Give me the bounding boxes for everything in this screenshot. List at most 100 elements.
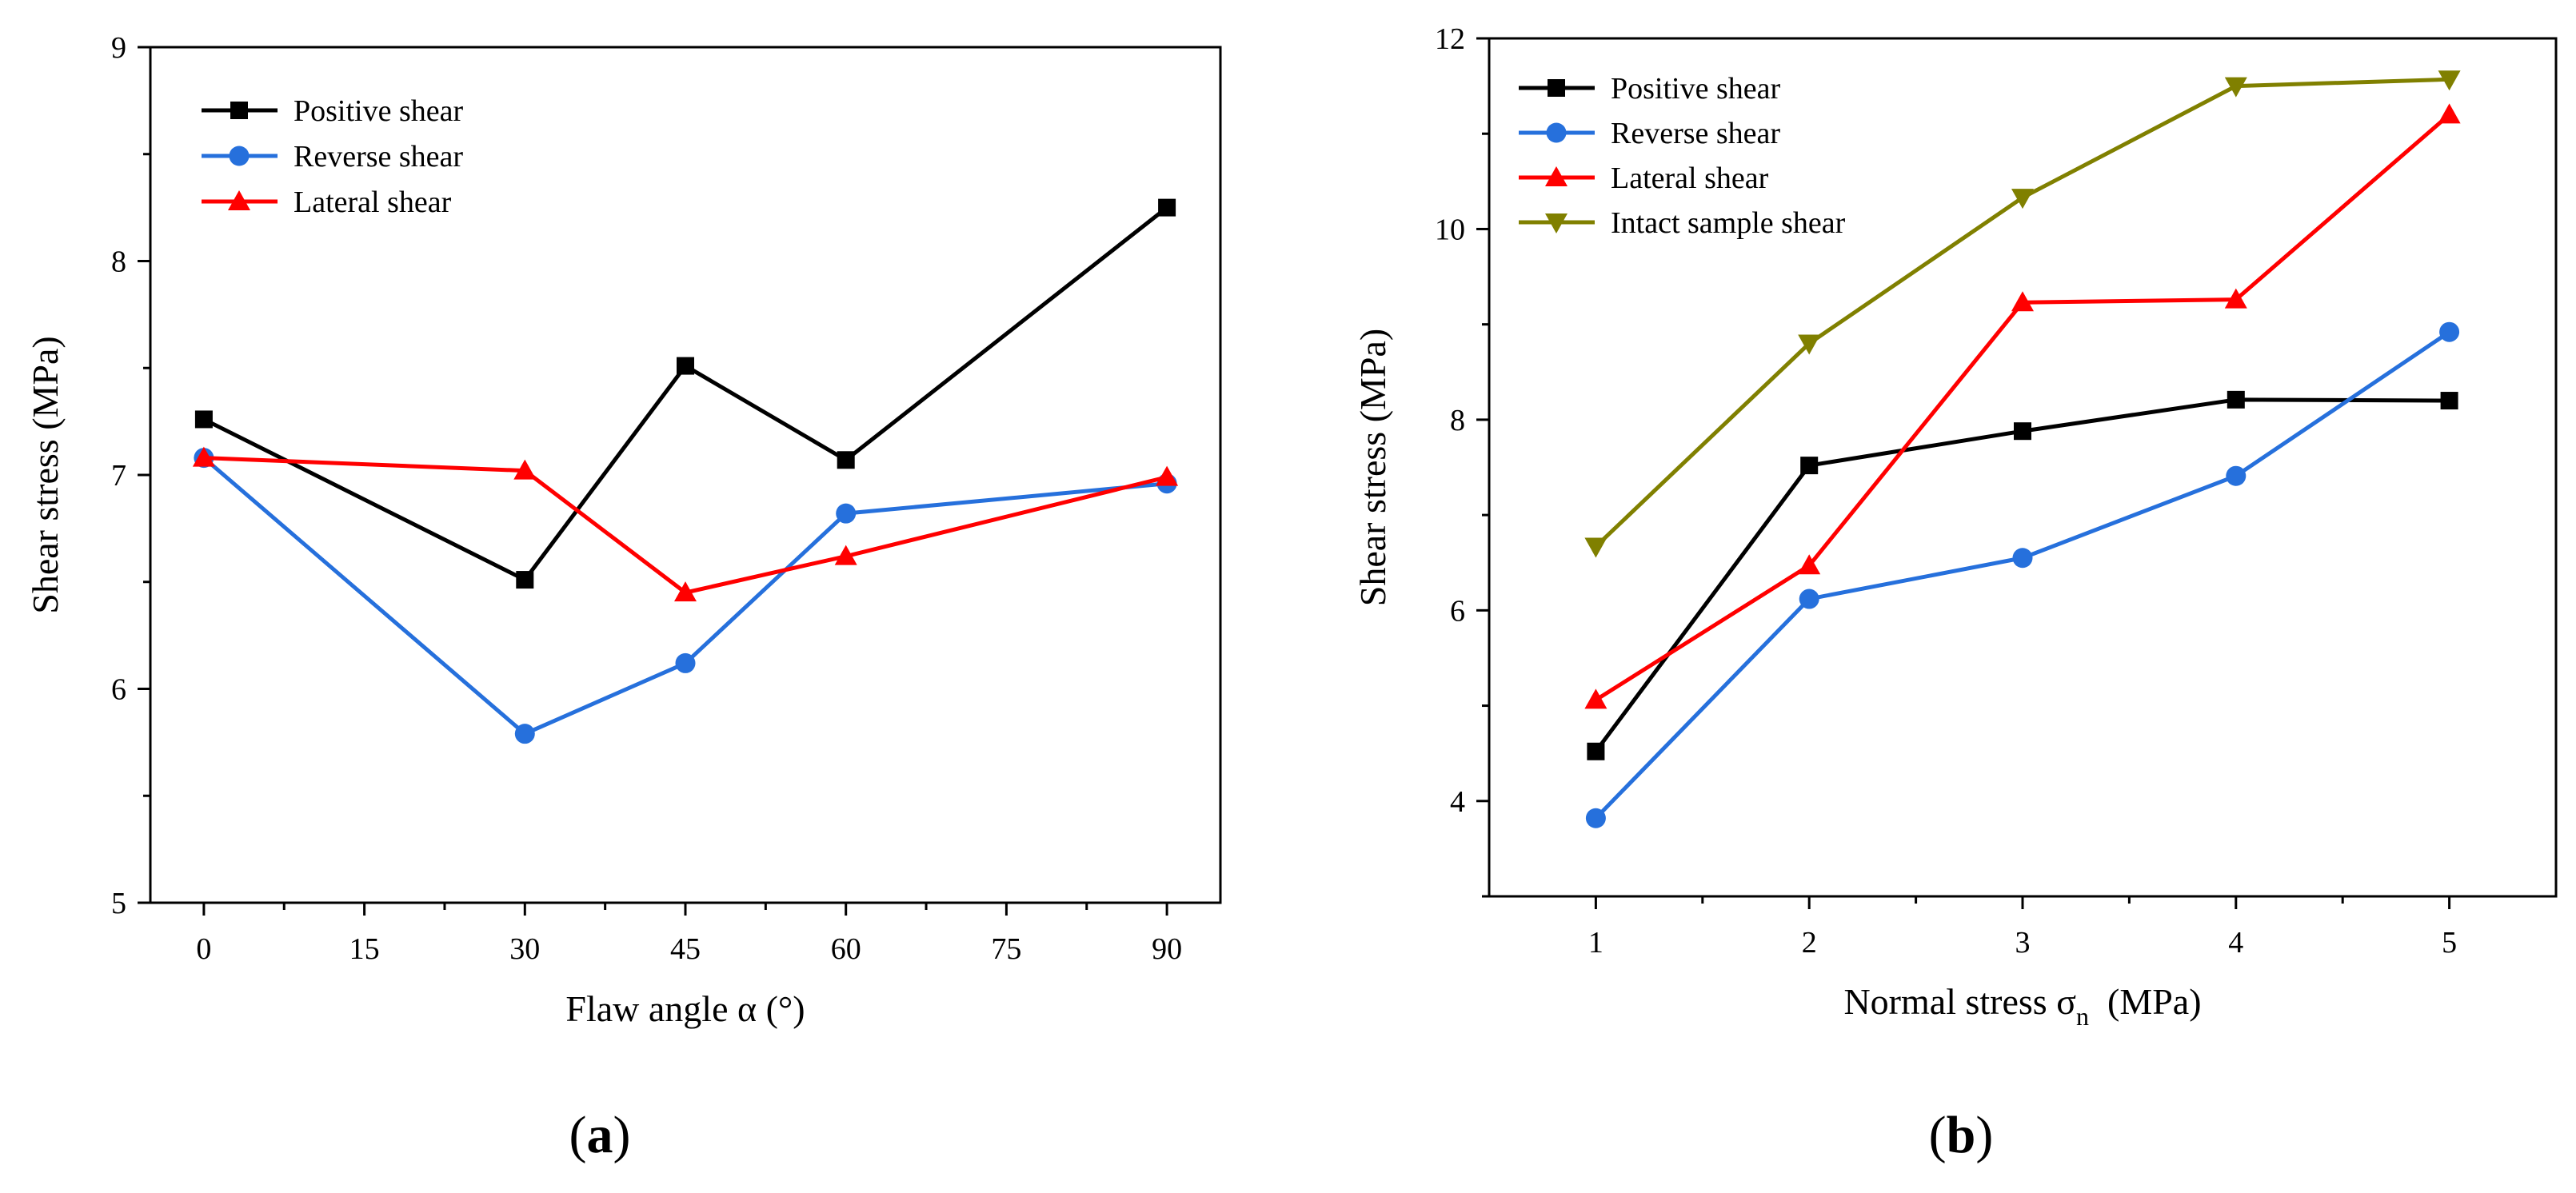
legend-label: Positive shear xyxy=(294,94,463,128)
data-point xyxy=(1585,808,1606,828)
y-tick-label: 8 xyxy=(1450,404,1465,437)
panel-label: (a) xyxy=(569,1106,631,1164)
data-point xyxy=(194,410,213,429)
legend-marker xyxy=(1545,213,1568,233)
data-point xyxy=(1587,742,1605,760)
y-tick-label: 12 xyxy=(1435,22,1465,56)
x-tick-label: 75 xyxy=(991,932,1021,966)
series-line xyxy=(1594,397,2450,753)
legend-label: Lateral shear xyxy=(1611,162,1769,195)
panel-label-open: ( xyxy=(569,1106,587,1164)
data-point xyxy=(2224,77,2247,98)
x-axis-title: Normal stress σn (MPa) xyxy=(1843,981,2201,1031)
legend-label: Reverse shear xyxy=(294,140,463,174)
data-point xyxy=(1156,465,1179,486)
data-point xyxy=(1798,334,1821,355)
series-intact-sample-shear xyxy=(1584,70,2461,558)
data-point xyxy=(2227,390,2245,409)
data-point xyxy=(192,446,215,467)
x-axis-title-main: Flaw angle α (°) xyxy=(565,988,805,1029)
data-point xyxy=(513,459,537,480)
legend-label: Lateral shear xyxy=(294,186,452,219)
x-tick-label: 0 xyxy=(196,932,211,966)
data-point xyxy=(675,652,696,673)
legend-marker xyxy=(229,146,250,166)
data-point xyxy=(2011,189,2034,209)
x-tick-label: 3 xyxy=(2015,926,2031,960)
series-reverse-shear xyxy=(1585,321,2460,828)
y-tick-label: 7 xyxy=(111,459,126,493)
chart-panel-a: 0 15 30 45 60 75 90 5 6 7 8 9 Shear stress (MPa) Flaw… xyxy=(25,31,1222,1164)
y-tick-label: 6 xyxy=(111,673,126,707)
data-point xyxy=(1799,589,1819,609)
y-tick-label: 5 xyxy=(111,887,126,920)
legend-label: Reverse shear xyxy=(1611,117,1780,150)
x-axis-title-main: Normal stress σ xyxy=(1843,981,2076,1022)
data-point xyxy=(1798,554,1821,575)
data-point xyxy=(2014,422,2031,441)
data-point xyxy=(2011,291,2034,312)
series-lateral-shear xyxy=(192,446,1179,602)
legend-label: Positive shear xyxy=(1611,72,1780,106)
panel-label-letter: a xyxy=(587,1106,613,1164)
panel-label-close: ) xyxy=(1975,1106,1993,1164)
x-tick-label: 4 xyxy=(2228,926,2243,960)
x-axis-title-subscript: n xyxy=(2076,1002,2089,1031)
series-line xyxy=(202,205,1168,582)
y-tick-label: 6 xyxy=(1450,594,1465,628)
y-tick-label: 9 xyxy=(111,31,126,65)
y-axis-title: Shear stress (MPa) xyxy=(1352,329,1393,607)
data-point xyxy=(516,571,534,589)
data-point xyxy=(2012,548,2033,569)
panel-label-letter: b xyxy=(1947,1106,1976,1164)
data-point xyxy=(2438,70,2461,91)
series-positive-shear xyxy=(1587,390,2458,760)
y-axis-title: Shear stress (MPa) xyxy=(25,336,66,614)
series-line xyxy=(203,456,1168,595)
x-axis-title: Flaw angle α (°) xyxy=(565,988,805,1029)
data-point xyxy=(834,545,857,565)
data-point xyxy=(1584,688,1608,709)
x-tick-label: 1 xyxy=(1588,926,1604,960)
series-positive-shear xyxy=(194,198,1176,589)
x-tick-label: 90 xyxy=(1152,932,1182,966)
panel-label-open: ( xyxy=(1929,1106,1947,1164)
panel-label-close: ) xyxy=(613,1106,631,1164)
legend-marker xyxy=(1548,79,1565,97)
legend-marker xyxy=(1546,122,1567,143)
data-point xyxy=(2438,103,2461,124)
data-point xyxy=(837,451,855,469)
y-tick-label: 4 xyxy=(1450,785,1465,819)
series-line xyxy=(1594,330,2450,820)
data-point xyxy=(674,581,697,602)
legend-marker xyxy=(1545,166,1568,186)
data-point xyxy=(2224,288,2247,309)
y-tick-label: 8 xyxy=(111,245,126,279)
legend-marker xyxy=(230,102,248,119)
data-point xyxy=(2226,465,2247,486)
x-axis-title-units: (MPa) xyxy=(2089,981,2202,1022)
x-tick-label: 5 xyxy=(2442,926,2457,960)
x-tick-label: 15 xyxy=(349,932,380,966)
data-point xyxy=(836,503,857,524)
data-point xyxy=(1584,537,1608,558)
data-point xyxy=(2439,321,2460,342)
x-tick-label: 60 xyxy=(831,932,861,966)
x-tick-label: 45 xyxy=(670,932,701,966)
data-point xyxy=(677,357,694,375)
panel-label: (b) xyxy=(1929,1106,1994,1164)
y-tick-label: 10 xyxy=(1435,213,1465,246)
data-point xyxy=(1158,198,1176,217)
x-tick-label: 2 xyxy=(1802,926,1817,960)
legend: Positive shear Reverse shear Lateral shear… xyxy=(1519,72,1846,240)
legend: Positive shear Reverse shear Lateral shear xyxy=(202,94,463,219)
data-point xyxy=(514,724,535,744)
series-lateral-shear xyxy=(1584,103,2461,709)
legend-label: Intact sample shear xyxy=(1611,206,1846,240)
data-point xyxy=(1800,457,1819,475)
x-tick-label: 30 xyxy=(509,932,540,966)
data-point xyxy=(2440,392,2458,410)
legend-marker xyxy=(228,190,250,210)
